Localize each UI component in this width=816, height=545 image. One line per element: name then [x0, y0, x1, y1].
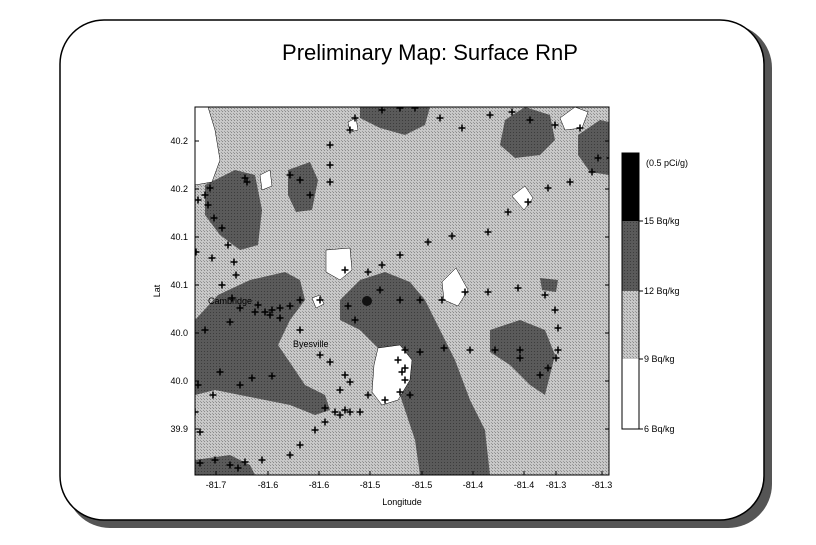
legend-label: 9 Bq/kg	[644, 354, 675, 364]
legend-label: 12 Bq/kg	[644, 286, 680, 296]
x-tick-label: -81.3	[592, 480, 613, 490]
x-tick-label: -81.4	[514, 480, 535, 490]
contour-dark-sw	[195, 455, 255, 475]
contour-dark-north	[288, 162, 318, 212]
y-tick-label: 40.1	[170, 280, 188, 290]
legend-label: (0.5 pCi/g)	[646, 158, 688, 168]
x-tick-label: -81.4	[463, 480, 484, 490]
contour-dark-top	[360, 107, 430, 135]
legend: (0.5 pCi/g) 15 Bq/kg 12 Bq/kg 9 Bq/kg 6 …	[621, 152, 688, 434]
sample-points	[195, 107, 609, 472]
x-tick-label: -81.6	[309, 480, 330, 490]
y-tick-label: 40.1	[170, 232, 188, 242]
contour-white-nw	[195, 107, 221, 186]
legend-label: 6 Bq/kg	[644, 424, 675, 434]
y-tick-label: 40.2	[170, 184, 188, 194]
contour-white-f	[259, 169, 273, 191]
map-frame	[194, 106, 610, 476]
contour-white-h	[311, 294, 325, 309]
contour-dark-west	[195, 272, 330, 415]
contour-dark-central	[340, 272, 490, 475]
x-tick-label: -81.5	[412, 480, 433, 490]
legend-swatch-dark	[622, 221, 639, 291]
x-tick-label: -81.7	[206, 480, 227, 490]
y-tick-label: 40.0	[170, 376, 188, 386]
y-axis-label: Lat	[152, 284, 162, 297]
legend-swatch-white	[622, 359, 639, 429]
contour-white-c	[441, 267, 469, 307]
town-label-byesville: Byesville	[293, 339, 329, 349]
y-axis: 40.2 40.2 40.1 40.1 40.0 40.0 39.9 Lat	[152, 136, 609, 434]
legend-label: 15 Bq/kg	[644, 216, 680, 226]
contour-dark-small	[540, 278, 558, 292]
contour-map	[195, 107, 609, 475]
contour-dark-east	[578, 120, 609, 175]
contour-dark-nw	[205, 170, 262, 250]
x-axis: -81.7 -81.6 -81.6 -81.5 -81.5 -81.4 -81.…	[206, 471, 613, 507]
contour-dark-ne	[500, 107, 555, 158]
x-axis-label: Longitude	[382, 497, 422, 507]
town-label-cambridge: Cambridge	[208, 296, 252, 306]
contour-white-e	[559, 107, 589, 131]
x-tick-label: -81.3	[546, 480, 567, 490]
legend-swatch-black	[622, 153, 639, 221]
x-tick-label: -81.5	[360, 480, 381, 490]
page-title: Preliminary Map: Surface RnP	[282, 40, 578, 65]
legend-swatch-light	[622, 291, 639, 359]
contour-black-spot	[362, 296, 372, 306]
y-tick-label: 39.9	[170, 424, 188, 434]
y-tick-label: 40.2	[170, 136, 188, 146]
y-tick-label: 40.0	[170, 328, 188, 338]
x-tick-label: -81.6	[258, 480, 279, 490]
